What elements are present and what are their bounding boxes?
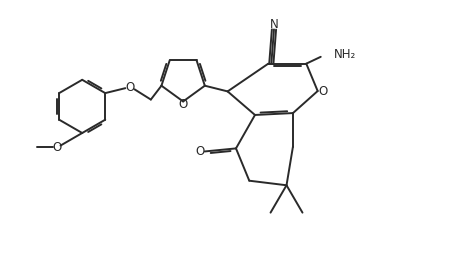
Text: O: O: [318, 85, 327, 98]
Text: O: O: [125, 81, 135, 94]
Text: O: O: [178, 98, 188, 111]
Text: O: O: [53, 141, 62, 154]
Text: O: O: [195, 145, 205, 158]
Text: N: N: [269, 18, 278, 31]
Text: NH₂: NH₂: [334, 48, 356, 61]
